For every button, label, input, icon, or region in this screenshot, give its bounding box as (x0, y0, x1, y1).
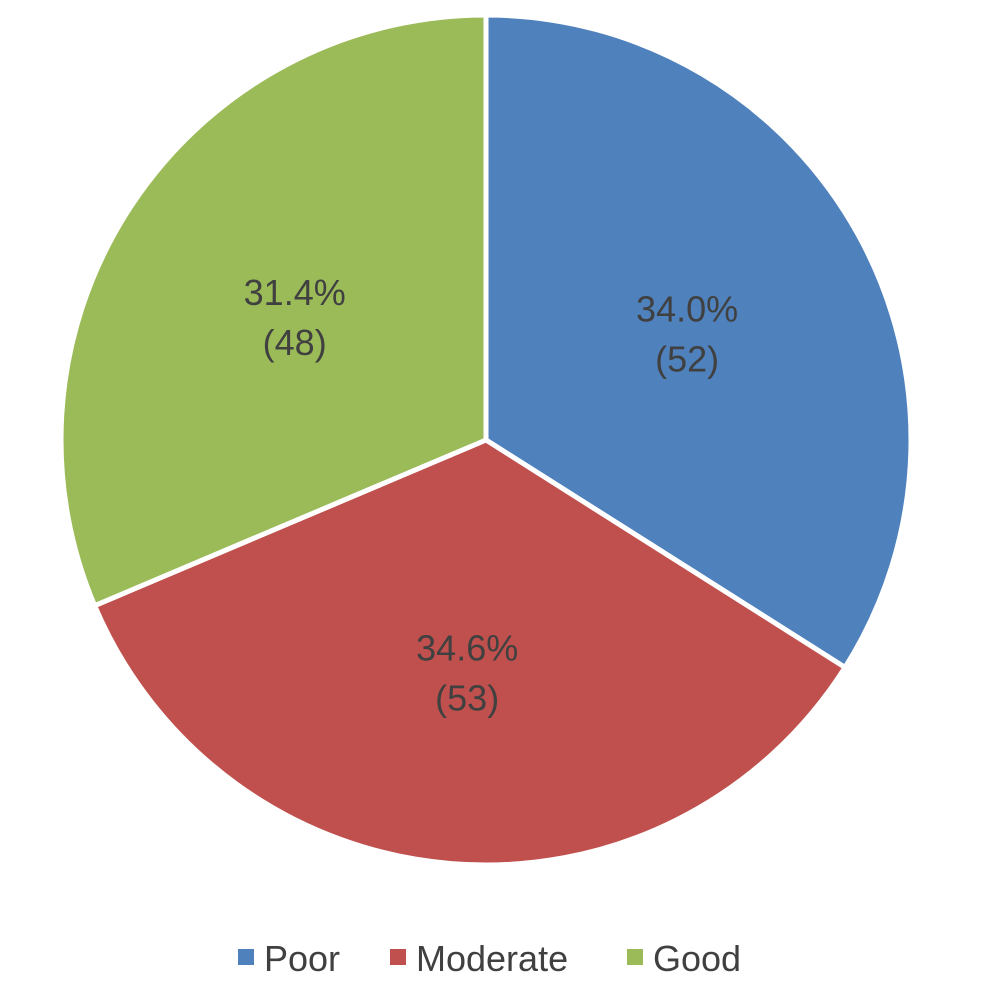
legend: Poor Moderate Good (238, 938, 741, 979)
legend-swatch-poor (238, 949, 254, 965)
pie-slice-good (58, 12, 489, 609)
pie-slice-moderate (91, 437, 849, 868)
data-label-percent-moderate: 34.6% (416, 628, 518, 669)
data-label-count-poor: (52) (655, 338, 719, 379)
data-label-percent-poor: 34.0% (636, 288, 738, 329)
legend-swatch-good (627, 949, 643, 965)
pie-slice-poor (483, 12, 914, 671)
pie-slices (58, 12, 914, 868)
legend-swatch-moderate (390, 949, 406, 965)
legend-label-moderate: Moderate (416, 938, 568, 979)
data-label-count-good: (48) (263, 322, 327, 363)
data-label-percent-good: 31.4% (244, 272, 346, 313)
data-label-count-moderate: (53) (435, 678, 499, 719)
legend-label-good: Good (653, 938, 741, 979)
legend-label-poor: Poor (264, 938, 340, 979)
data-labels: 34.0% (52) 34.6% (53) 31.4% (48) (244, 272, 738, 719)
